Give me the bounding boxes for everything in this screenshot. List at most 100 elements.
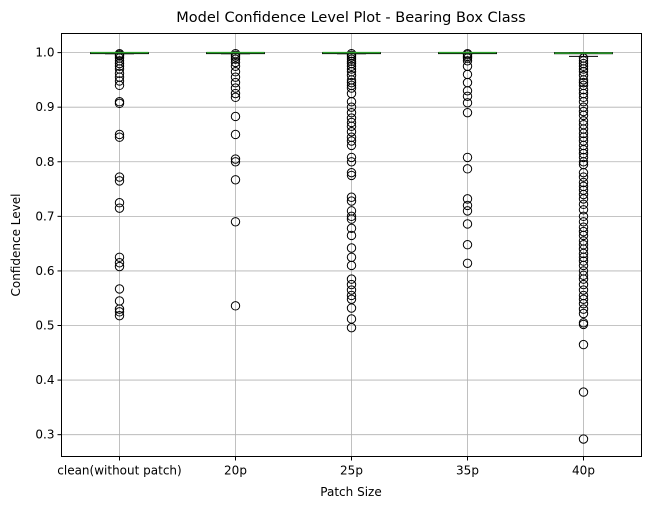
outlier-point <box>346 211 357 222</box>
x-axis-label: Patch Size <box>320 485 381 499</box>
outlier-point <box>114 284 125 294</box>
outlier-point <box>114 61 125 71</box>
outlier-point <box>230 77 241 88</box>
outlier-point <box>114 51 125 61</box>
outlier-point <box>346 260 357 271</box>
outlier-point <box>346 303 357 313</box>
outlier-point <box>230 217 241 227</box>
outlier-point <box>578 294 589 305</box>
outlier-point <box>346 61 357 71</box>
outlier-point <box>114 198 125 208</box>
outlier-point <box>346 121 357 131</box>
outlier-point <box>346 64 357 74</box>
plot-frame <box>61 33 642 457</box>
outlier-point <box>462 86 473 96</box>
outlier-point <box>114 261 125 272</box>
outlier-point <box>114 304 125 314</box>
outlier-point <box>578 217 589 227</box>
outlier-point <box>578 256 589 266</box>
outlier-point <box>578 145 589 155</box>
outlier-point <box>578 304 589 314</box>
outlier-point <box>462 152 473 163</box>
outlier-point <box>230 57 241 68</box>
x-tick-label: 35p <box>456 464 479 478</box>
outlier-point <box>578 92 589 103</box>
outlier-point <box>462 107 473 118</box>
outlier-point <box>346 170 357 181</box>
outlier-point <box>346 214 357 224</box>
outlier-point <box>578 230 589 241</box>
outlier-point <box>114 307 125 317</box>
outlier-point <box>114 98 125 109</box>
outlier-point <box>346 223 357 234</box>
outlier-point <box>578 248 589 259</box>
outlier-point <box>346 285 357 295</box>
outlier-point <box>578 260 589 271</box>
outlier-point <box>578 157 589 167</box>
y-axis-ticks: 0.3 0.4 0.5 0.6 0.7 0.8 0.9 1.0 <box>35 46 62 442</box>
outlier-point <box>346 127 357 137</box>
outlier-point <box>578 64 589 74</box>
outlier-point <box>114 203 125 213</box>
outlier-point <box>578 298 589 309</box>
outlier-point <box>578 285 589 295</box>
outlier-point <box>578 110 589 121</box>
outlier-point <box>462 206 473 216</box>
outlier-point <box>230 129 241 140</box>
outlier-point <box>346 83 357 93</box>
outlier-point <box>462 219 473 229</box>
outlier-point <box>462 56 473 66</box>
outlier-point <box>346 322 357 333</box>
outlier-point <box>346 136 357 146</box>
outlier-point <box>114 80 125 91</box>
y-tick-label: 0.8 <box>35 155 54 169</box>
chart-title: Model Confidence Level Plot - Bearing Bo… <box>176 10 525 26</box>
outlier-point <box>230 92 241 103</box>
box-group <box>90 48 149 321</box>
outlier-point <box>230 54 241 64</box>
outlier-point <box>578 85 589 95</box>
box-group <box>206 48 265 311</box>
box-group <box>322 48 381 333</box>
outlier-point <box>114 58 125 69</box>
outlier-point <box>114 129 125 140</box>
outlier-point <box>346 157 357 167</box>
outlier-point <box>462 200 473 211</box>
outlier-point <box>114 172 125 182</box>
outlier-point <box>578 211 589 222</box>
outlier-point <box>230 111 241 122</box>
outlier-point <box>346 70 357 81</box>
grid-layer <box>61 33 642 457</box>
outlier-point <box>578 106 589 117</box>
outlier-point <box>346 97 357 107</box>
outlier-point <box>230 301 241 311</box>
outlier-point <box>578 177 589 188</box>
y-tick-label: 0.7 <box>35 209 54 223</box>
outlier-point <box>462 194 473 204</box>
outlier-point <box>462 98 473 108</box>
outlier-point <box>114 310 125 321</box>
outlier-point <box>578 128 589 139</box>
outlier-point <box>346 56 357 67</box>
outlier-point <box>114 68 125 79</box>
outlier-point <box>578 152 589 163</box>
outlier-point <box>346 140 357 151</box>
outlier-point <box>578 270 589 280</box>
outlier-point <box>578 226 589 237</box>
outlier-point <box>462 164 473 174</box>
outlier-point <box>346 117 357 128</box>
y-tick-label: 0.9 <box>35 100 54 114</box>
outlier-point <box>346 196 357 206</box>
box-group <box>438 48 497 268</box>
outlier-point <box>114 252 125 262</box>
outlier-point <box>346 152 357 163</box>
outlier-point <box>462 240 473 250</box>
outlier-point <box>578 199 589 210</box>
outlier-point <box>578 61 589 71</box>
outlier-point <box>578 167 589 178</box>
outlier-point <box>578 274 589 284</box>
y-axis-label: Confidence Level <box>9 194 23 297</box>
x-tick-label: 20p <box>224 464 247 478</box>
outlier-point <box>114 258 125 268</box>
outlier-point <box>114 132 125 142</box>
